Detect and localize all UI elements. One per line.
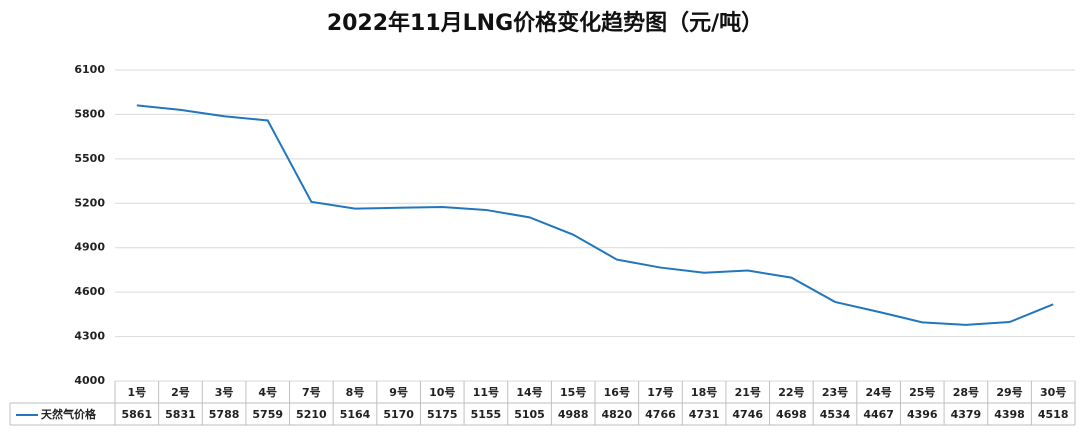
- x-tick-label: 7号: [302, 386, 321, 399]
- table-value: 5759: [252, 408, 283, 421]
- table-value: 5170: [383, 408, 414, 421]
- x-tick-label: 21号: [735, 386, 761, 399]
- x-tick-label: 23号: [822, 386, 848, 399]
- y-tick-label: 5200: [74, 196, 105, 209]
- x-tick-label: 1号: [127, 386, 146, 399]
- table-value: 5210: [296, 408, 327, 421]
- legend-label: 天然气价格: [41, 407, 97, 421]
- table-value: 5175: [427, 408, 458, 421]
- y-tick-label: 6100: [74, 63, 105, 76]
- table-value: 4698: [776, 408, 807, 421]
- x-tick-label: 25号: [909, 386, 935, 399]
- table-value: 4534: [820, 408, 851, 421]
- x-tick-label: 9号: [389, 386, 408, 399]
- table-value: 4379: [951, 408, 982, 421]
- table-value: 5164: [340, 408, 371, 421]
- y-tick-label: 4600: [74, 285, 105, 298]
- x-tick-label: 24号: [865, 386, 891, 399]
- x-tick-label: 22号: [778, 386, 804, 399]
- table-value: 4467: [863, 408, 894, 421]
- x-tick-label: 10号: [429, 386, 455, 399]
- table-value: 4820: [602, 408, 633, 421]
- table-value: 4766: [645, 408, 676, 421]
- x-tick-label: 29号: [996, 386, 1022, 399]
- y-tick-label: 5500: [74, 152, 105, 165]
- y-tick-label: 4000: [74, 374, 105, 387]
- x-tick-label: 8号: [346, 386, 365, 399]
- x-tick-label: 4号: [258, 386, 277, 399]
- x-tick-label: 18号: [691, 386, 717, 399]
- x-tick-label: 16号: [604, 386, 630, 399]
- x-tick-label: 2号: [171, 386, 190, 399]
- chart-title: 2022年11月LNG价格变化趋势图（元/吨）: [327, 10, 763, 36]
- table-value: 5831: [165, 408, 196, 421]
- x-tick-label: 28号: [953, 386, 979, 399]
- x-tick-label: 11号: [473, 386, 499, 399]
- line-series: [136, 104, 1054, 326]
- table-value: 4746: [732, 408, 763, 421]
- table-value: 4988: [558, 408, 589, 421]
- y-tick-label: 5800: [74, 107, 105, 120]
- table-value: 4731: [689, 408, 720, 421]
- table-value: 4518: [1038, 408, 1069, 421]
- table-value: 4398: [994, 408, 1025, 421]
- table-value: 4396: [907, 408, 938, 421]
- x-tick-label: 30号: [1040, 386, 1066, 399]
- y-tick-label: 4300: [74, 330, 105, 343]
- table-value: 5155: [471, 408, 502, 421]
- table-value: 5105: [514, 408, 545, 421]
- x-tick-label: 17号: [647, 386, 673, 399]
- x-tick-label: 15号: [560, 386, 586, 399]
- x-tick-label: 14号: [516, 386, 542, 399]
- x-tick-label: 3号: [215, 386, 234, 399]
- y-tick-label: 4900: [74, 241, 105, 254]
- table-value: 5788: [209, 408, 240, 421]
- table-value: 5861: [122, 408, 153, 421]
